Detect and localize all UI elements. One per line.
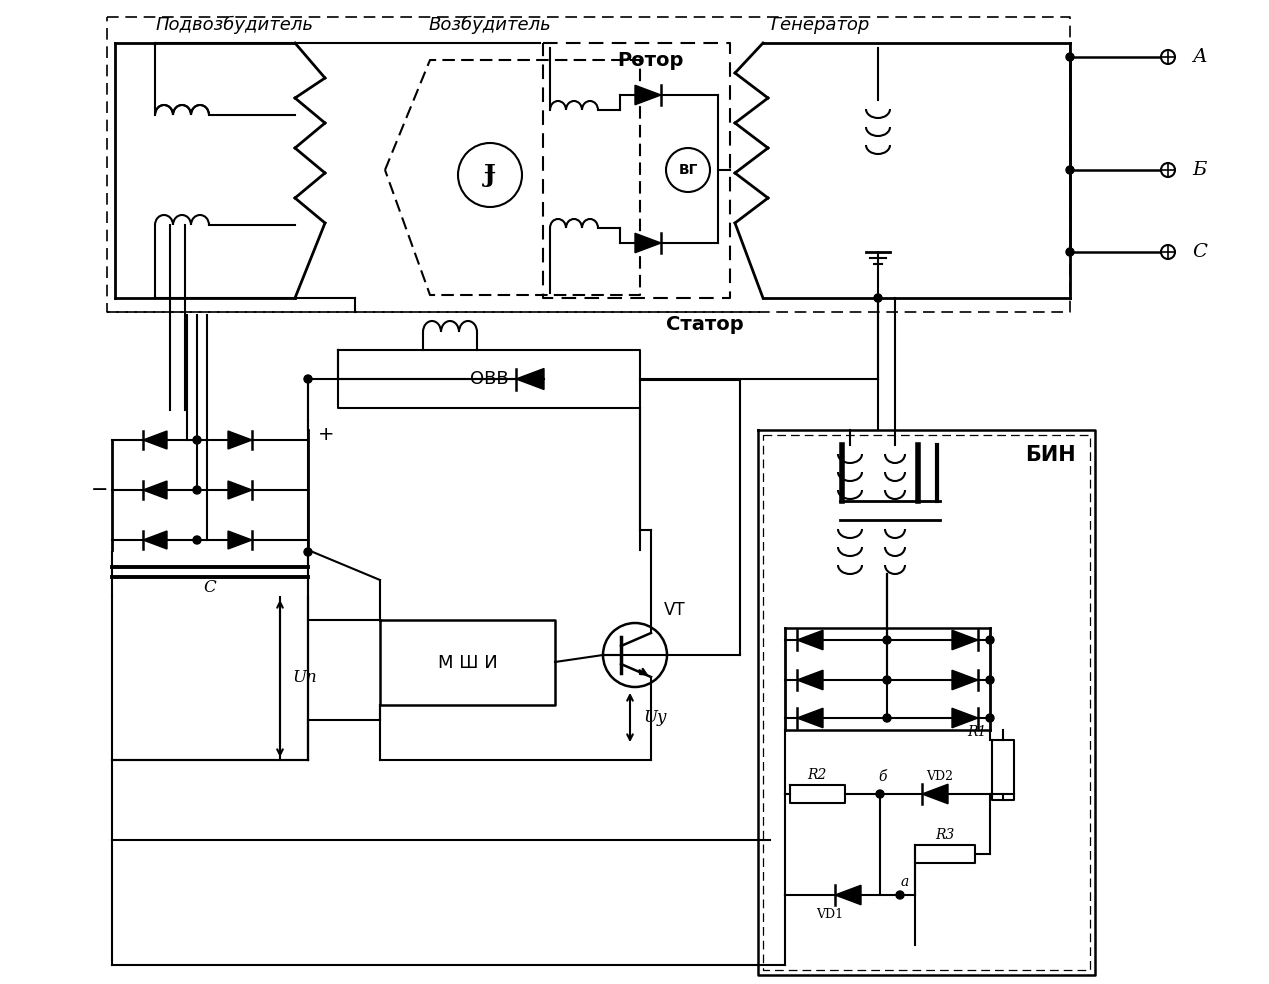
Text: Uу: Uу xyxy=(643,708,666,725)
Text: Возбудитель: Возбудитель xyxy=(429,16,551,34)
Circle shape xyxy=(666,148,709,192)
Circle shape xyxy=(986,636,994,644)
Text: Б: Б xyxy=(1193,161,1207,179)
Circle shape xyxy=(193,436,201,444)
Circle shape xyxy=(1066,53,1074,61)
Text: ОВВ: ОВВ xyxy=(470,370,509,388)
Text: ВГ: ВГ xyxy=(678,163,698,177)
Text: Ɉ: Ɉ xyxy=(483,163,496,187)
Text: Ротор: Ротор xyxy=(617,50,683,70)
Text: А: А xyxy=(1193,48,1207,66)
Circle shape xyxy=(305,548,312,556)
Circle shape xyxy=(193,536,201,544)
Circle shape xyxy=(603,623,667,687)
Polygon shape xyxy=(228,531,253,549)
Polygon shape xyxy=(835,886,860,904)
Text: VT: VT xyxy=(664,601,685,619)
Polygon shape xyxy=(952,630,978,649)
Circle shape xyxy=(193,486,201,494)
Circle shape xyxy=(876,790,884,798)
Polygon shape xyxy=(634,86,661,104)
Text: VD2: VD2 xyxy=(926,769,953,782)
Polygon shape xyxy=(143,431,168,449)
Text: а: а xyxy=(901,875,909,889)
Polygon shape xyxy=(143,481,168,499)
Text: С: С xyxy=(1193,243,1207,261)
Text: R1: R1 xyxy=(967,725,987,739)
Circle shape xyxy=(896,891,904,899)
Text: +: + xyxy=(317,425,334,445)
Text: Статор: Статор xyxy=(666,316,744,335)
Text: Генератор: Генератор xyxy=(770,16,869,34)
Text: C: C xyxy=(203,579,217,595)
Polygon shape xyxy=(923,784,948,804)
Polygon shape xyxy=(228,481,253,499)
Text: R2: R2 xyxy=(807,768,826,782)
Polygon shape xyxy=(228,431,253,449)
Circle shape xyxy=(1066,248,1074,256)
Circle shape xyxy=(883,676,891,684)
Polygon shape xyxy=(797,670,824,690)
Polygon shape xyxy=(797,630,824,649)
Polygon shape xyxy=(797,708,824,728)
Polygon shape xyxy=(634,233,661,253)
Circle shape xyxy=(305,375,312,383)
Polygon shape xyxy=(952,708,978,728)
Circle shape xyxy=(883,636,891,644)
Text: Подвозбудитель: Подвозбудитель xyxy=(156,16,313,34)
Text: −: − xyxy=(91,480,109,500)
Text: б: б xyxy=(878,770,887,784)
Polygon shape xyxy=(143,531,168,549)
Text: VD1: VD1 xyxy=(816,908,844,921)
Circle shape xyxy=(883,714,891,722)
Text: М Ш И: М Ш И xyxy=(438,653,497,671)
Circle shape xyxy=(986,676,994,684)
Circle shape xyxy=(874,294,882,302)
Circle shape xyxy=(986,714,994,722)
Polygon shape xyxy=(516,368,544,390)
Text: БИН: БИН xyxy=(1024,445,1075,465)
Text: Uп: Uп xyxy=(293,669,317,687)
Text: R3: R3 xyxy=(935,828,954,842)
Polygon shape xyxy=(952,670,978,690)
Circle shape xyxy=(1066,166,1074,174)
